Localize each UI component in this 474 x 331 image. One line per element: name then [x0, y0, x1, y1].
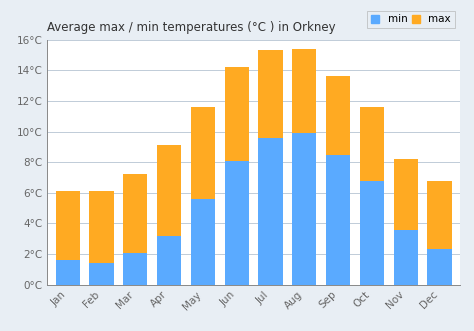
- Legend: min, max: min, max: [367, 11, 455, 28]
- Bar: [428, 250, 452, 285]
- Bar: [55, 191, 80, 260]
- Bar: [428, 181, 452, 250]
- Bar: [191, 199, 215, 285]
- Bar: [225, 67, 249, 161]
- Bar: [123, 174, 147, 253]
- Bar: [89, 191, 114, 263]
- Bar: [89, 263, 114, 285]
- Bar: [258, 138, 283, 285]
- Bar: [157, 145, 181, 236]
- Bar: [123, 253, 147, 285]
- Bar: [393, 159, 418, 230]
- Bar: [360, 181, 384, 285]
- Bar: [326, 76, 350, 155]
- Bar: [393, 230, 418, 285]
- Bar: [292, 133, 317, 285]
- Bar: [191, 107, 215, 199]
- Bar: [225, 161, 249, 285]
- Text: Average max / min temperatures (°C ) in Orkney: Average max / min temperatures (°C ) in …: [47, 22, 336, 34]
- Bar: [326, 155, 350, 285]
- Bar: [292, 49, 317, 133]
- Bar: [55, 260, 80, 285]
- Bar: [258, 50, 283, 138]
- Bar: [157, 236, 181, 285]
- Bar: [360, 107, 384, 181]
